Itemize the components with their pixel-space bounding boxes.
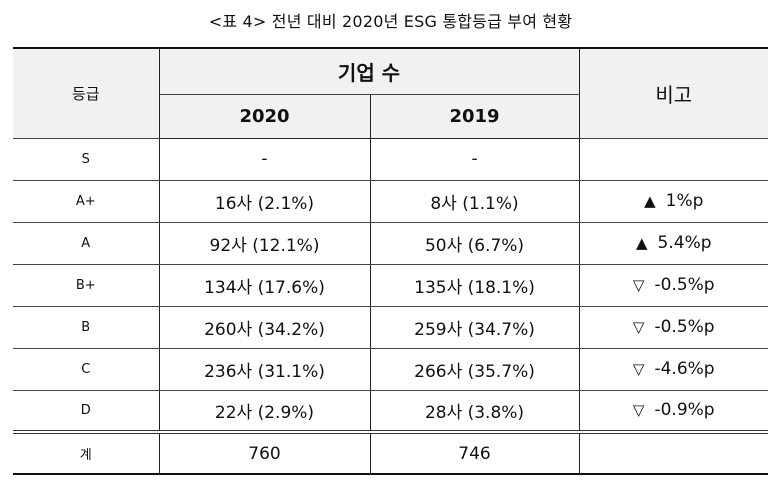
- note-cell: ▲ 1%p: [578, 180, 769, 223]
- note-cell: ▲ 5.4%p: [578, 222, 769, 265]
- grade-cell: S: [13, 138, 160, 181]
- note-value: -0.5%p: [654, 317, 715, 337]
- count-2020-cell: 22사 (2.9%): [158, 390, 371, 433]
- table-body: S - - A+ 16사 (2.1%) 8사 (1.1%) ▲ 1%p A 92사 (12.1%)…: [13, 138, 769, 475]
- header-year-2020: 2020: [159, 94, 371, 139]
- table-row: C 236사 (31.1%) 266사 (35.7%) ▽ -4.6%p: [13, 348, 769, 391]
- grade-cell: A+: [13, 180, 160, 223]
- count-2020-cell: 16사 (2.1%): [158, 180, 371, 223]
- grade-cell: C: [13, 348, 160, 391]
- count-2019-cell: -: [369, 138, 580, 181]
- count-2019-cell: 135사 (18.1%): [369, 264, 580, 307]
- header-note: 비고: [578, 47, 769, 139]
- note-cell: ▽ -0.9%p: [578, 390, 769, 433]
- count-2020-cell: 260사 (34.2%): [158, 306, 371, 349]
- header-company-count: 기업 수: [158, 47, 580, 95]
- esg-grade-table: 등급 기업 수 비고 2020 2019 S - - A+ 16사 (2.1%) 8사 (…: [13, 47, 769, 475]
- table-row: A 92사 (12.1%) 50사 (6.7%) ▲ 5.4%p: [13, 222, 769, 265]
- note-cell: [578, 138, 769, 181]
- note-value: -0.5%p: [654, 275, 715, 295]
- total-label: 계: [13, 430, 160, 475]
- count-2019-cell: 266사 (35.7%): [369, 348, 580, 391]
- table-row: B 260사 (34.2%) 259사 (34.7%) ▽ -0.5%p: [13, 306, 769, 349]
- total-2020: 760: [158, 430, 371, 475]
- triangle-down-outline-icon: ▽: [632, 360, 645, 378]
- table-row: D 22사 (2.9%) 28사 (3.8%) ▽ -0.9%p: [13, 390, 769, 433]
- table-row: S--: [13, 138, 769, 181]
- note-cell: ▽ -0.5%p: [578, 306, 769, 349]
- count-2019-cell: 50사 (6.7%): [369, 222, 580, 265]
- header-year-2019: 2019: [369, 94, 580, 139]
- triangle-down-outline-icon: ▽: [632, 276, 645, 294]
- count-2019-cell: 259사 (34.7%): [369, 306, 580, 349]
- header-grade: 등급: [13, 47, 160, 139]
- total-note: [578, 430, 769, 475]
- note-value: -4.6%p: [654, 359, 715, 379]
- table-caption: <표 4> 전년 대비 2020년 ESG 통합등급 부여 현황: [208, 12, 573, 31]
- grade-cell: B+: [13, 264, 160, 307]
- grade-cell: B: [13, 306, 160, 349]
- grade-cell: D: [13, 390, 160, 433]
- count-2020-cell: -: [158, 138, 371, 181]
- grade-cell: A: [13, 222, 160, 265]
- total-2019: 746: [369, 430, 580, 475]
- table-row: A+ 16사 (2.1%) 8사 (1.1%) ▲ 1%p: [13, 180, 769, 223]
- triangle-down-outline-icon: ▽: [632, 318, 645, 336]
- count-2019-cell: 28사 (3.8%): [369, 390, 580, 433]
- note-value: 1%p: [665, 191, 704, 211]
- total-row: 계 760 746: [13, 430, 769, 475]
- count-2019-cell: 8사 (1.1%): [369, 180, 580, 223]
- count-2020-cell: 92사 (12.1%): [158, 222, 371, 265]
- triangle-down-outline-icon: ▽: [632, 401, 645, 420]
- note-value: -0.9%p: [654, 400, 715, 421]
- table-row: B+ 134사 (17.6%) 135사 (18.1%) ▽ -0.5%p: [13, 264, 769, 307]
- triangle-up-icon: ▲: [644, 192, 656, 210]
- count-2020-cell: 134사 (17.6%): [158, 264, 371, 307]
- note-value: 5.4%p: [657, 233, 712, 253]
- note-cell: ▽ -0.5%p: [578, 264, 769, 307]
- table-header: 등급 기업 수 비고 2020 2019: [13, 47, 769, 139]
- triangle-up-icon: ▲: [636, 234, 648, 252]
- note-cell: ▽ -4.6%p: [578, 348, 769, 391]
- count-2020-cell: 236사 (31.1%): [158, 348, 371, 391]
